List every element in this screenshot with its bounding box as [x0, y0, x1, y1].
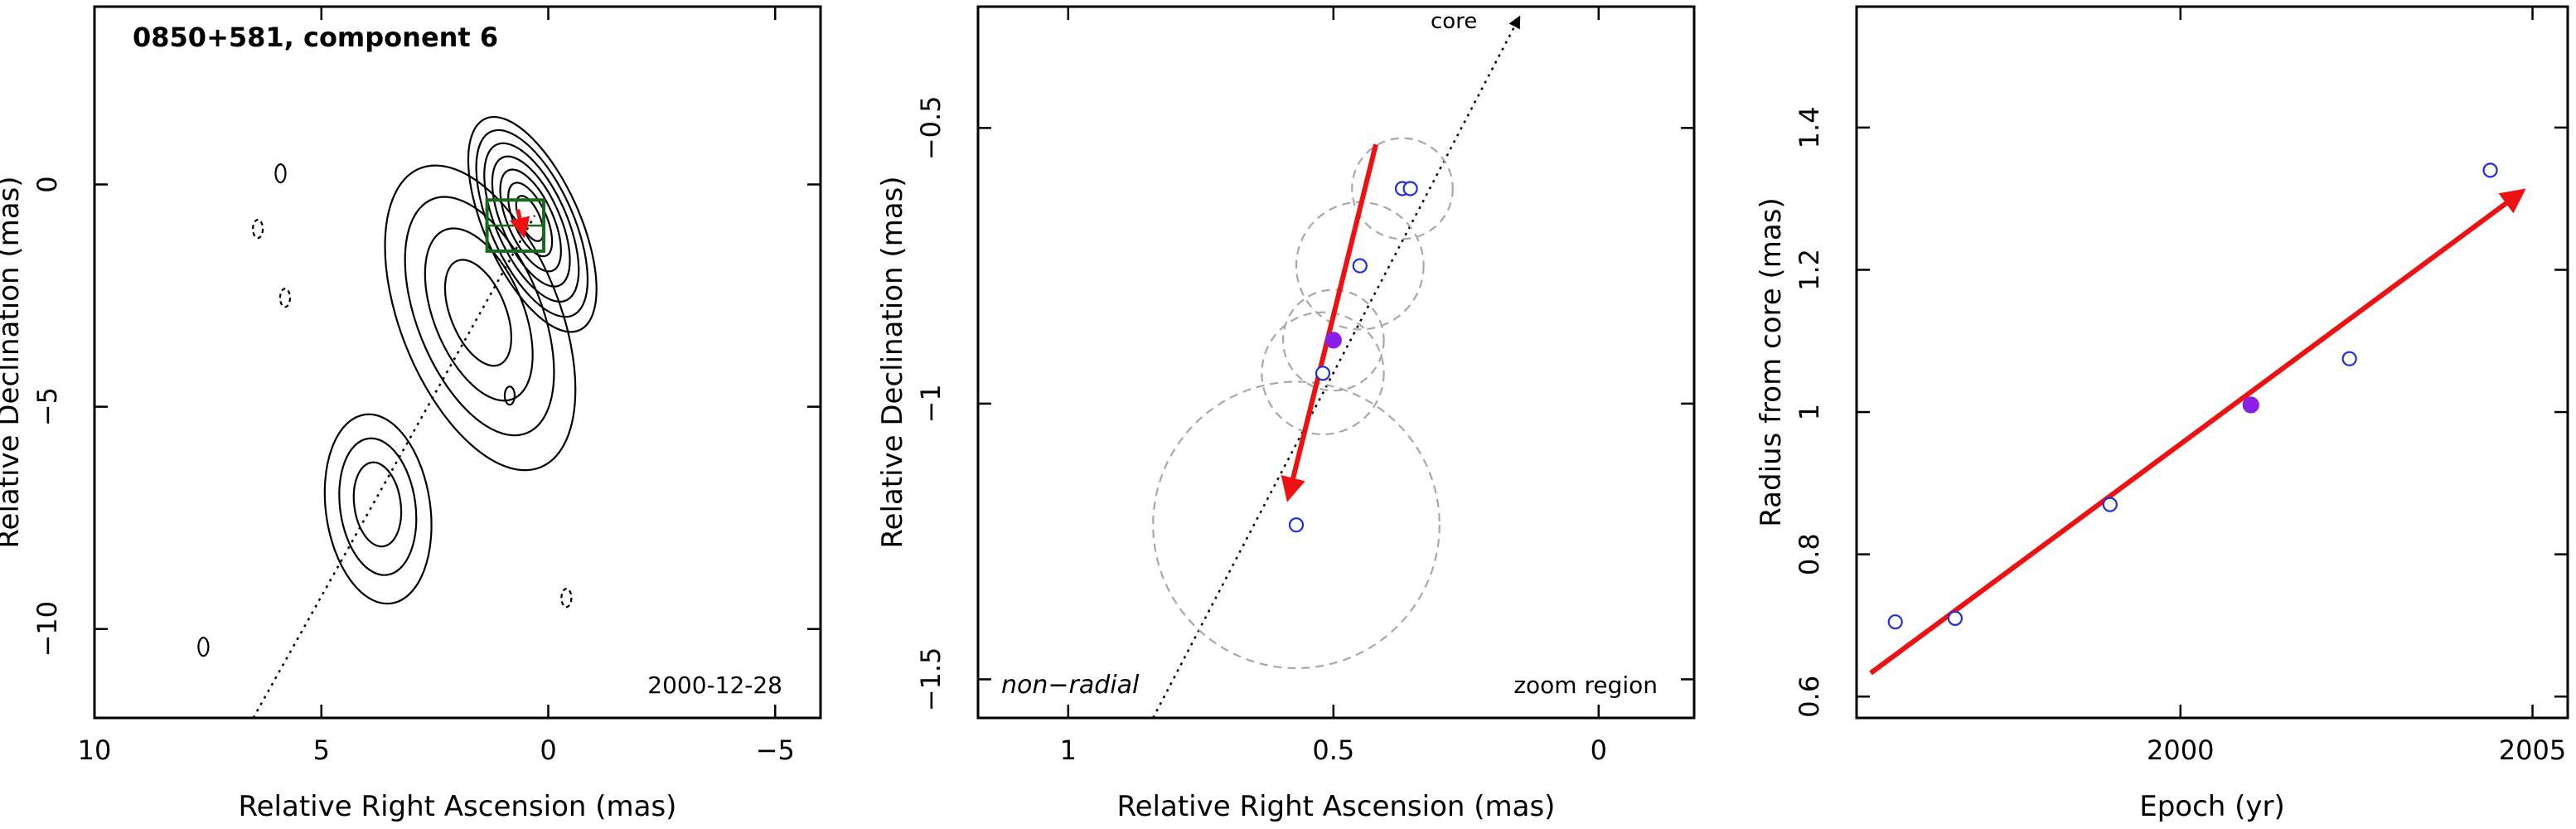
error-circle	[1281, 288, 1385, 392]
data-point	[2102, 497, 2118, 512]
isolated-contour	[274, 162, 287, 184]
non-radial-label: non−radial	[1001, 671, 1140, 700]
contour-level	[352, 461, 403, 548]
radius-y-axis-label: Radius from core (mas)	[1755, 197, 1788, 526]
data-point	[1887, 614, 1903, 630]
map-x-tick-label: 10	[78, 734, 112, 766]
contour-level	[424, 227, 534, 402]
contour-level	[338, 437, 418, 576]
zoom-x-tick-label: 0.5	[1312, 734, 1354, 766]
map-y-axis-label: Relative Declination (mas)	[0, 176, 26, 548]
negative-contour	[278, 288, 292, 308]
filled-data-point	[2242, 396, 2259, 414]
data-point	[1947, 610, 1963, 626]
radius-y-tick-label: 1.2	[1794, 249, 1825, 291]
isolated-contour	[197, 637, 210, 657]
zoom-panel: 1 0.5 0 −0.5 −1 −1.5 Relative Right Ascension …	[876, 5, 1696, 823]
zoom-y-tick-label: −1.5	[915, 647, 947, 712]
negative-contour	[560, 588, 573, 608]
epoch-label: 2000-12-28	[647, 671, 782, 699]
zoom-x-tick-label: 0	[1591, 734, 1607, 766]
zoom-frame	[976, 5, 1696, 720]
zoom-y-axis-label: Relative Declination (mas)	[876, 176, 909, 548]
data-point	[2341, 351, 2357, 366]
contour-level	[323, 413, 433, 605]
core-label: core	[1431, 9, 1477, 34]
contour-level	[443, 259, 512, 367]
contour-level	[491, 155, 571, 288]
radius-y-tick-label: 0.6	[1794, 676, 1825, 718]
isolated-contour	[503, 385, 516, 406]
contour-level	[384, 164, 577, 472]
map-y-tick-label: 0	[31, 176, 63, 192]
core-direction-line	[1152, 15, 1521, 719]
zoom-x-axis-label: Relative Right Ascension (mas)	[1117, 790, 1556, 823]
component-arrow	[509, 209, 530, 239]
filled-data-point	[1324, 332, 1342, 349]
contour-level	[483, 142, 580, 303]
data-point	[1352, 258, 1368, 274]
radius-y-tick-label: 1.4	[1794, 106, 1825, 148]
radius-epoch-panel: 2000 2005 0.6 0.8 1 1.2 1.4 Epoch (yr) Radius fr…	[1755, 5, 2569, 823]
radius-frame	[1855, 5, 2569, 720]
radius-y-tick-label: 1	[1794, 404, 1825, 420]
fit-arrow	[1869, 188, 2526, 676]
zoom-y-tick-label: −0.5	[915, 95, 947, 160]
data-point	[2482, 162, 2498, 178]
map-y-tick-label: −5	[31, 387, 63, 426]
map-y-tick-label: −10	[31, 601, 63, 657]
data-point	[1315, 366, 1331, 381]
jet-axis-line	[252, 215, 536, 719]
map-frame	[93, 5, 822, 720]
map-title: 0850+581, component 6	[133, 22, 498, 53]
contour-level	[467, 115, 598, 333]
fit-arrow	[1281, 143, 1378, 502]
radius-x-tick-label: 2005	[2499, 734, 2566, 766]
radius-x-tick-label: 2000	[2147, 734, 2214, 766]
zoom-region-label: zoom region	[1513, 671, 1658, 699]
zoom-x-tick-label: 1	[1060, 734, 1077, 766]
error-circle	[1351, 137, 1454, 240]
zoom-y-tick-label: −1	[915, 384, 947, 423]
data-point	[1288, 517, 1305, 533]
radius-x-axis-label: Epoch (yr)	[2139, 790, 2285, 823]
negative-contour	[252, 219, 264, 240]
contour-level	[507, 182, 554, 258]
radius-y-tick-label: 0.8	[1794, 533, 1825, 575]
map-x-axis-label: Relative Right Ascension (mas)	[239, 790, 677, 823]
map-x-tick-label: 0	[540, 734, 556, 766]
contour-level	[475, 128, 589, 318]
data-point	[1402, 181, 1418, 196]
map-panel: 10 5 0 −5 0 −5 −10 Relative Right Ascension (ma…	[0, 5, 822, 823]
map-x-tick-label: −5	[756, 734, 795, 766]
map-x-tick-label: 5	[313, 734, 330, 766]
error-circle	[1261, 311, 1385, 436]
contour-level	[404, 196, 555, 437]
error-circle	[1152, 381, 1441, 670]
